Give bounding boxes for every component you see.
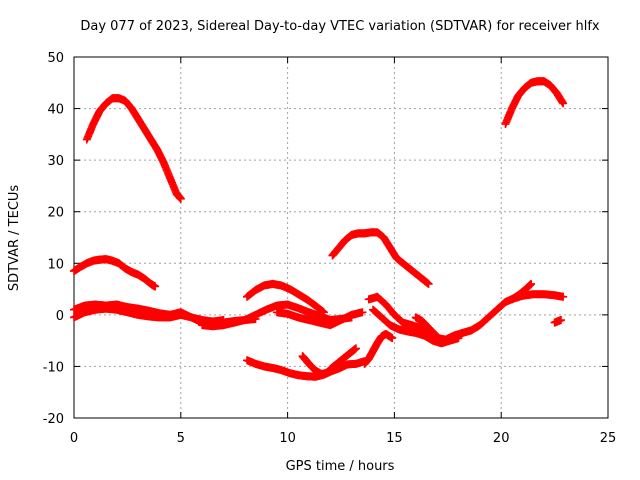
- x-tick-label: 15: [386, 431, 403, 446]
- x-tick-label: 0: [70, 431, 78, 446]
- y-axis-title: SDTVAR / TECUs: [7, 185, 22, 292]
- series-base-afternoon: [364, 290, 568, 344]
- x-tick-label: 20: [493, 431, 510, 446]
- data-point: [351, 344, 360, 353]
- x-tick-label: 25: [600, 431, 617, 446]
- y-tick-label: 40: [47, 103, 64, 118]
- data-point: [559, 292, 568, 301]
- data-point: [151, 282, 160, 291]
- y-tick-label: 30: [47, 154, 64, 169]
- data-point: [557, 316, 566, 325]
- y-tick-label: 20: [47, 206, 64, 221]
- y-tick-label: -20: [43, 412, 64, 427]
- data-points: [70, 77, 568, 381]
- series-arc-low-14h: [360, 329, 397, 368]
- data-point: [437, 336, 446, 345]
- y-tick-label: 0: [56, 309, 64, 324]
- axis-ticks: 0 5 10 15 20 25 -20 -10 0 10 20 30 40 50: [43, 51, 617, 446]
- data-point: [454, 334, 463, 343]
- plot-frame: [73, 56, 609, 419]
- series-arc-high-evening: [501, 77, 568, 129]
- data-point: [388, 334, 397, 343]
- series-arc-small-16h: [411, 313, 446, 345]
- series-base-midday-lower: [272, 308, 367, 330]
- data-point: [319, 308, 328, 317]
- data-point: [559, 99, 568, 108]
- series-rise-21h: [507, 279, 536, 304]
- y-tick-label: -10: [43, 360, 64, 375]
- data-point: [358, 308, 367, 317]
- series-base-morning-lower: [70, 304, 228, 326]
- y-tick-label: 50: [47, 51, 64, 66]
- series-arc-mid-morning: [70, 255, 160, 291]
- series-arc-midday-hump: [328, 228, 433, 288]
- series-arc-small-9h: [243, 279, 328, 317]
- series-arc-high-morning: [82, 94, 185, 203]
- data-point: [176, 194, 185, 203]
- x-tick-label: 5: [177, 431, 185, 446]
- series-arc-low-steep: [326, 344, 360, 374]
- series-dip-22.5h: [550, 316, 566, 327]
- data-point: [527, 279, 536, 288]
- y-tick-label: 10: [47, 257, 64, 272]
- x-axis-title: GPS time / hours: [286, 459, 395, 474]
- chart-title: Day 077 of 2023, Sidereal Day-to-day VTE…: [80, 19, 600, 34]
- series-base-afternoon-lower: [369, 305, 463, 348]
- data-point: [424, 279, 433, 288]
- x-tick-label: 10: [279, 431, 296, 446]
